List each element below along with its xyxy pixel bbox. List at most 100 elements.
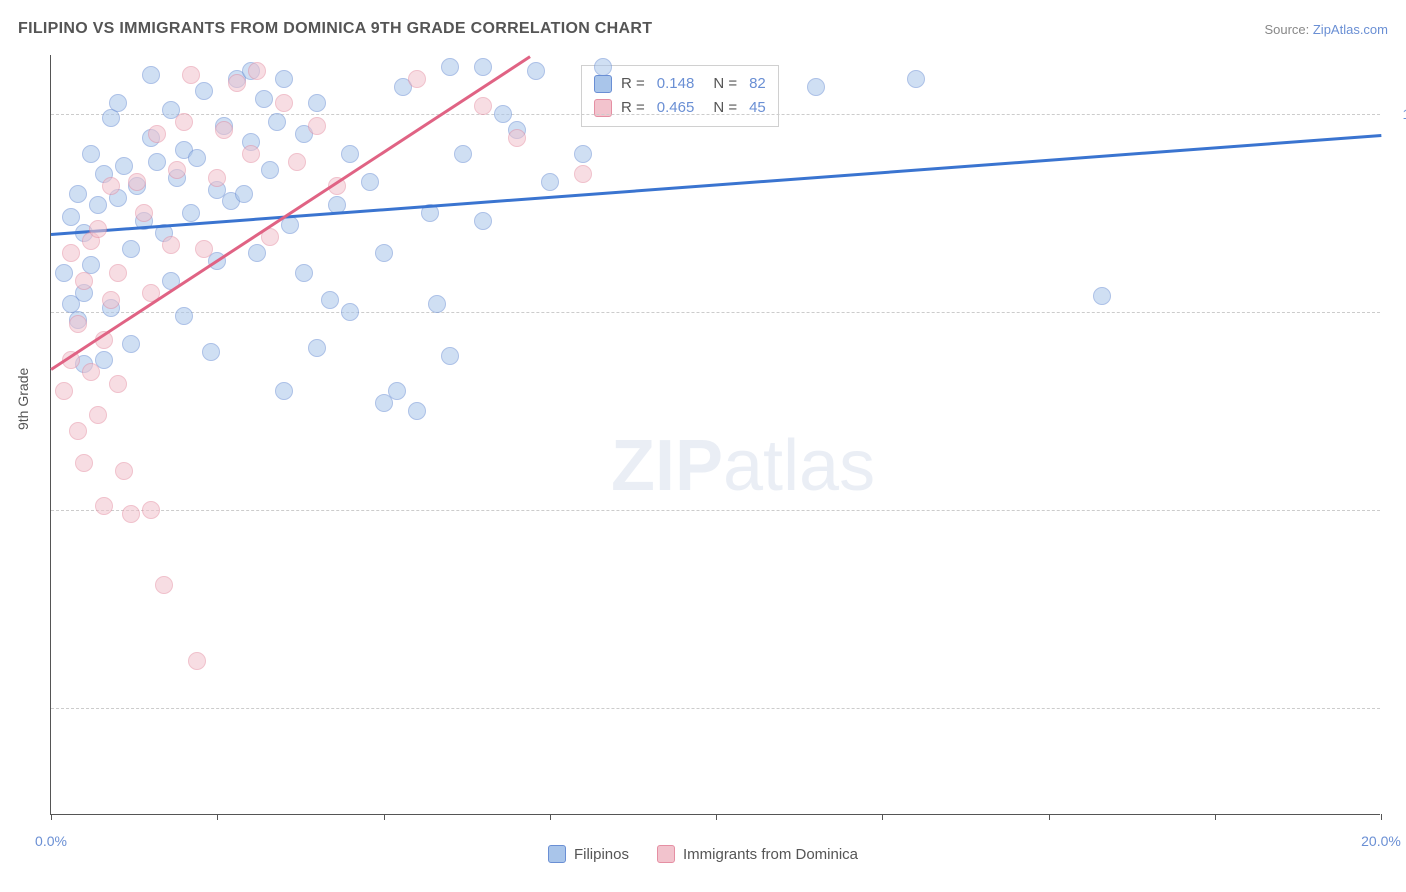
chart-title: FILIPINO VS IMMIGRANTS FROM DOMINICA 9TH… [18,20,652,38]
data-point-dominica [288,153,306,171]
data-point-filipinos [268,113,286,131]
data-point-filipinos [295,264,313,282]
data-point-filipinos [454,145,472,163]
x-tick [384,814,385,820]
data-point-dominica [102,291,120,309]
data-point-dominica [122,505,140,523]
gridline [51,114,1380,115]
data-point-dominica [75,272,93,290]
data-point-filipinos [474,58,492,76]
data-point-dominica [228,74,246,92]
data-point-filipinos [441,347,459,365]
data-point-dominica [508,129,526,147]
data-point-filipinos [195,82,213,100]
data-point-dominica [275,94,293,112]
data-point-dominica [195,240,213,258]
data-point-filipinos [275,382,293,400]
legend-row-dominica: R =0.465N =45 [594,96,766,120]
source-label: Source: ZipAtlas.com [1264,22,1388,37]
gridline [51,510,1380,511]
data-point-dominica [474,97,492,115]
data-point-filipinos [388,382,406,400]
x-tick [51,814,52,820]
data-point-dominica [89,220,107,238]
data-point-dominica [69,315,87,333]
data-point-filipinos [341,303,359,321]
source-link[interactable]: ZipAtlas.com [1313,22,1388,37]
x-tick [882,814,883,820]
data-point-filipinos [321,291,339,309]
data-point-dominica [155,576,173,594]
data-point-filipinos [89,196,107,214]
data-point-filipinos [541,173,559,191]
data-point-filipinos [281,216,299,234]
data-point-dominica [574,165,592,183]
x-tick [1215,814,1216,820]
data-point-filipinos [361,173,379,191]
data-point-dominica [215,121,233,139]
data-point-filipinos [102,109,120,127]
data-point-dominica [208,169,226,187]
legend-item-dominica: Immigrants from Dominica [657,845,858,863]
data-point-dominica [109,375,127,393]
data-point-filipinos [122,335,140,353]
data-point-dominica [135,204,153,222]
data-point-filipinos [175,307,193,325]
data-point-filipinos [248,244,266,262]
data-point-dominica [128,173,146,191]
data-point-filipinos [62,208,80,226]
data-point-filipinos [255,90,273,108]
data-point-filipinos [148,153,166,171]
data-point-dominica [95,497,113,515]
data-point-filipinos [308,94,326,112]
data-point-dominica [248,62,266,80]
data-point-dominica [55,382,73,400]
data-point-filipinos [341,145,359,163]
data-point-dominica [182,66,200,84]
data-point-filipinos [408,402,426,420]
data-point-filipinos [594,58,612,76]
data-point-filipinos [441,58,459,76]
data-point-filipinos [1093,287,1111,305]
data-point-filipinos [375,244,393,262]
data-point-filipinos [115,157,133,175]
data-point-dominica [408,70,426,88]
data-point-dominica [109,264,127,282]
data-point-dominica [308,117,326,135]
legend-bottom: FilipinosImmigrants from Dominica [0,845,1406,867]
data-point-dominica [168,161,186,179]
x-tick [716,814,717,820]
data-point-dominica [175,113,193,131]
data-point-dominica [89,406,107,424]
data-point-dominica [142,501,160,519]
data-point-filipinos [109,94,127,112]
data-point-filipinos [122,240,140,258]
gridline [51,312,1380,313]
data-point-filipinos [308,339,326,357]
data-point-filipinos [527,62,545,80]
data-point-filipinos [494,105,512,123]
data-point-filipinos [82,145,100,163]
legend-correlation-box: R =0.148N =82R =0.465N =45 [581,65,779,127]
data-point-filipinos [188,149,206,167]
data-point-dominica [82,363,100,381]
data-point-filipinos [807,78,825,96]
data-point-dominica [148,125,166,143]
y-tick-label: 90.0% [1390,502,1406,518]
data-point-filipinos [428,295,446,313]
data-point-filipinos [142,66,160,84]
data-point-filipinos [202,343,220,361]
data-point-filipinos [235,185,253,203]
data-point-dominica [242,145,260,163]
y-tick-label: 100.0% [1390,106,1406,122]
scatter-chart: ZIPatlas R =0.148N =82R =0.465N =45 85.0… [50,55,1380,815]
x-tick [1049,814,1050,820]
data-point-dominica [102,177,120,195]
data-point-filipinos [182,204,200,222]
data-point-dominica [75,454,93,472]
legend-swatch [657,845,675,863]
y-tick-label: 85.0% [1390,700,1406,716]
watermark: ZIPatlas [611,425,875,507]
y-tick-label: 95.0% [1390,304,1406,320]
x-tick [1381,814,1382,820]
